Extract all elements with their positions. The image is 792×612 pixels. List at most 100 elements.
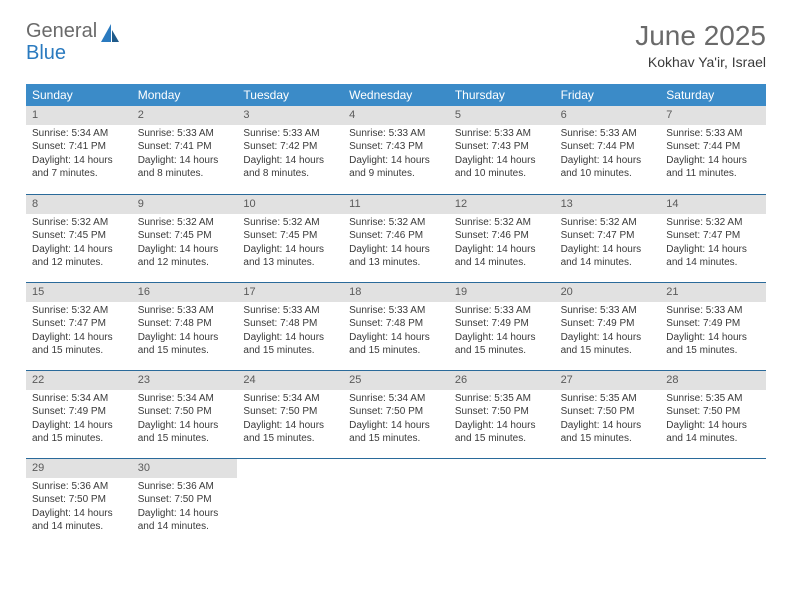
daylight-line: Daylight: 14 hours and 13 minutes. (243, 243, 337, 270)
sunrise-line: Sunrise: 5:33 AM (455, 127, 549, 141)
sunrise-line: Sunrise: 5:36 AM (32, 480, 126, 494)
day-number: 24 (237, 371, 343, 390)
day-number: 2 (132, 106, 238, 125)
sunset-line: Sunset: 7:48 PM (138, 317, 232, 331)
daylight-line: Daylight: 14 hours and 12 minutes. (32, 243, 126, 270)
day-cell: 4 Sunrise: 5:33 AMSunset: 7:43 PMDaylight… (343, 106, 449, 194)
week-row: 15Sunrise: 5:32 AMSunset: 7:47 PMDayligh… (26, 282, 766, 370)
day-body: Sunrise: 5:33 AMSunset: 7:43 PMDaylight:… (449, 127, 555, 185)
daylight-line: Daylight: 14 hours and 15 minutes. (349, 419, 443, 446)
day-body: Sunrise: 5:36 AMSunset: 7:50 PMDaylight:… (132, 480, 238, 538)
day-body: Sunrise: 5:32 AMSunset: 7:47 PMDaylight:… (26, 304, 132, 362)
day-number: 22 (26, 371, 132, 390)
sunrise-line: Sunrise: 5:34 AM (243, 392, 337, 406)
day-body: Sunrise: 5:35 AMSunset: 7:50 PMDaylight:… (555, 392, 661, 450)
sunset-line: Sunset: 7:46 PM (455, 229, 549, 243)
logo-text-a: General (26, 20, 97, 43)
sunset-line: Sunset: 7:49 PM (666, 317, 760, 331)
day-number: 11 (343, 195, 449, 214)
daylight-line: Daylight: 14 hours and 14 minutes. (666, 243, 760, 270)
day-number: 17 (237, 283, 343, 302)
sunset-line: Sunset: 7:42 PM (243, 140, 337, 154)
sunset-line: Sunset: 7:50 PM (32, 493, 126, 507)
daylight-line: Daylight: 14 hours and 14 minutes. (561, 243, 655, 270)
sunset-line: Sunset: 7:49 PM (561, 317, 655, 331)
daylight-line: Daylight: 14 hours and 14 minutes. (455, 243, 549, 270)
day-body: Sunrise: 5:32 AMSunset: 7:47 PMDaylight:… (555, 216, 661, 274)
day-number: 16 (132, 283, 238, 302)
sunrise-line: Sunrise: 5:32 AM (243, 216, 337, 230)
sunrise-line: Sunrise: 5:33 AM (243, 304, 337, 318)
day-number: 30 (132, 459, 238, 478)
sunrise-line: Sunrise: 5:32 AM (349, 216, 443, 230)
day-number: 4 (343, 106, 449, 125)
daylight-line: Daylight: 14 hours and 10 minutes. (561, 154, 655, 181)
day-cell: 10Sunrise: 5:32 AMSunset: 7:45 PMDayligh… (237, 195, 343, 282)
sunrise-line: Sunrise: 5:33 AM (349, 127, 443, 141)
day-cell: 24Sunrise: 5:34 AMSunset: 7:50 PMDayligh… (237, 371, 343, 458)
daylight-line: Daylight: 14 hours and 8 minutes. (243, 154, 337, 181)
day-cell (555, 459, 661, 546)
day-number: 25 (343, 371, 449, 390)
day-number: 8 (26, 195, 132, 214)
day-number: 19 (449, 283, 555, 302)
day-body: Sunrise: 5:34 AMSunset: 7:50 PMDaylight:… (132, 392, 238, 450)
day-cell: 7Sunrise: 5:33 AMSunset: 7:44 PMDaylight… (660, 106, 766, 194)
sunset-line: Sunset: 7:41 PM (32, 140, 126, 154)
sunrise-line: Sunrise: 5:33 AM (666, 304, 760, 318)
sunset-line: Sunset: 7:45 PM (32, 229, 126, 243)
day-cell: 20Sunrise: 5:33 AMSunset: 7:49 PMDayligh… (555, 283, 661, 370)
day-cell: 6Sunrise: 5:33 AMSunset: 7:44 PMDaylight… (555, 106, 661, 194)
day-body: Sunrise: 5:33 AMSunset: 7:43 PMDaylight:… (343, 127, 449, 185)
day-cell: 11Sunrise: 5:32 AMSunset: 7:46 PMDayligh… (343, 195, 449, 282)
daylight-line: Daylight: 14 hours and 15 minutes. (349, 331, 443, 358)
day-number: 21 (660, 283, 766, 302)
week-row: 29Sunrise: 5:36 AMSunset: 7:50 PMDayligh… (26, 458, 766, 546)
weeks-container: 1Sunrise: 5:34 AMSunset: 7:41 PMDaylight… (26, 106, 766, 546)
day-cell: 15Sunrise: 5:32 AMSunset: 7:47 PMDayligh… (26, 283, 132, 370)
day-cell: 16Sunrise: 5:33 AMSunset: 7:48 PMDayligh… (132, 283, 238, 370)
sunrise-line: Sunrise: 5:32 AM (666, 216, 760, 230)
day-number: 3 (237, 106, 343, 125)
sunrise-line: Sunrise: 5:33 AM (138, 304, 232, 318)
day-number: 29 (26, 459, 132, 478)
sunset-line: Sunset: 7:50 PM (243, 405, 337, 419)
day-cell: 2Sunrise: 5:33 AMSunset: 7:41 PMDaylight… (132, 106, 238, 194)
day-body: Sunrise: 5:33 AMSunset: 7:42 PMDaylight:… (237, 127, 343, 185)
sunset-line: Sunset: 7:49 PM (32, 405, 126, 419)
day-body: Sunrise: 5:34 AMSunset: 7:41 PMDaylight:… (26, 127, 132, 185)
day-cell: 12Sunrise: 5:32 AMSunset: 7:46 PMDayligh… (449, 195, 555, 282)
sunset-line: Sunset: 7:43 PM (455, 140, 549, 154)
day-cell: 9 Sunrise: 5:32 AMSunset: 7:45 PMDaylight… (132, 195, 238, 282)
day-cell: 27Sunrise: 5:35 AMSunset: 7:50 PMDayligh… (555, 371, 661, 458)
sunset-line: Sunset: 7:43 PM (349, 140, 443, 154)
day-body: Sunrise: 5:32 AMSunset: 7:45 PMDaylight:… (132, 216, 238, 274)
day-number: 9 (132, 195, 238, 214)
sunset-line: Sunset: 7:50 PM (138, 405, 232, 419)
day-body: Sunrise: 5:32 AMSunset: 7:47 PMDaylight:… (660, 216, 766, 274)
title-block: June 2025 Kokhav Ya'ir, Israel (635, 20, 766, 70)
day-body: Sunrise: 5:34 AMSunset: 7:49 PMDaylight:… (26, 392, 132, 450)
day-cell (237, 459, 343, 546)
sunset-line: Sunset: 7:45 PM (243, 229, 337, 243)
daylight-line: Daylight: 14 hours and 7 minutes. (32, 154, 126, 181)
sunrise-line: Sunrise: 5:33 AM (561, 304, 655, 318)
day-cell: 22 Sunrise: 5:34 AMSunset: 7:49 PMDayligh… (26, 371, 132, 458)
weekday-fri: Friday (555, 84, 661, 106)
day-cell: 19Sunrise: 5:33 AMSunset: 7:49 PMDayligh… (449, 283, 555, 370)
day-number: 5 (449, 106, 555, 125)
day-number: 18 (343, 283, 449, 302)
daylight-line: Daylight: 14 hours and 15 minutes. (243, 331, 337, 358)
daylight-line: Daylight: 14 hours and 8 minutes. (138, 154, 232, 181)
day-cell: 5 Sunrise: 5:33 AMSunset: 7:43 PMDaylight… (449, 106, 555, 194)
sunset-line: Sunset: 7:41 PM (138, 140, 232, 154)
sunset-line: Sunset: 7:49 PM (455, 317, 549, 331)
sunset-line: Sunset: 7:50 PM (455, 405, 549, 419)
day-number: 1 (26, 106, 132, 125)
sunrise-line: Sunrise: 5:34 AM (32, 127, 126, 141)
sunset-line: Sunset: 7:50 PM (349, 405, 443, 419)
sunrise-line: Sunrise: 5:32 AM (138, 216, 232, 230)
day-number: 6 (555, 106, 661, 125)
sunrise-line: Sunrise: 5:33 AM (666, 127, 760, 141)
location-subtitle: Kokhav Ya'ir, Israel (635, 54, 766, 70)
